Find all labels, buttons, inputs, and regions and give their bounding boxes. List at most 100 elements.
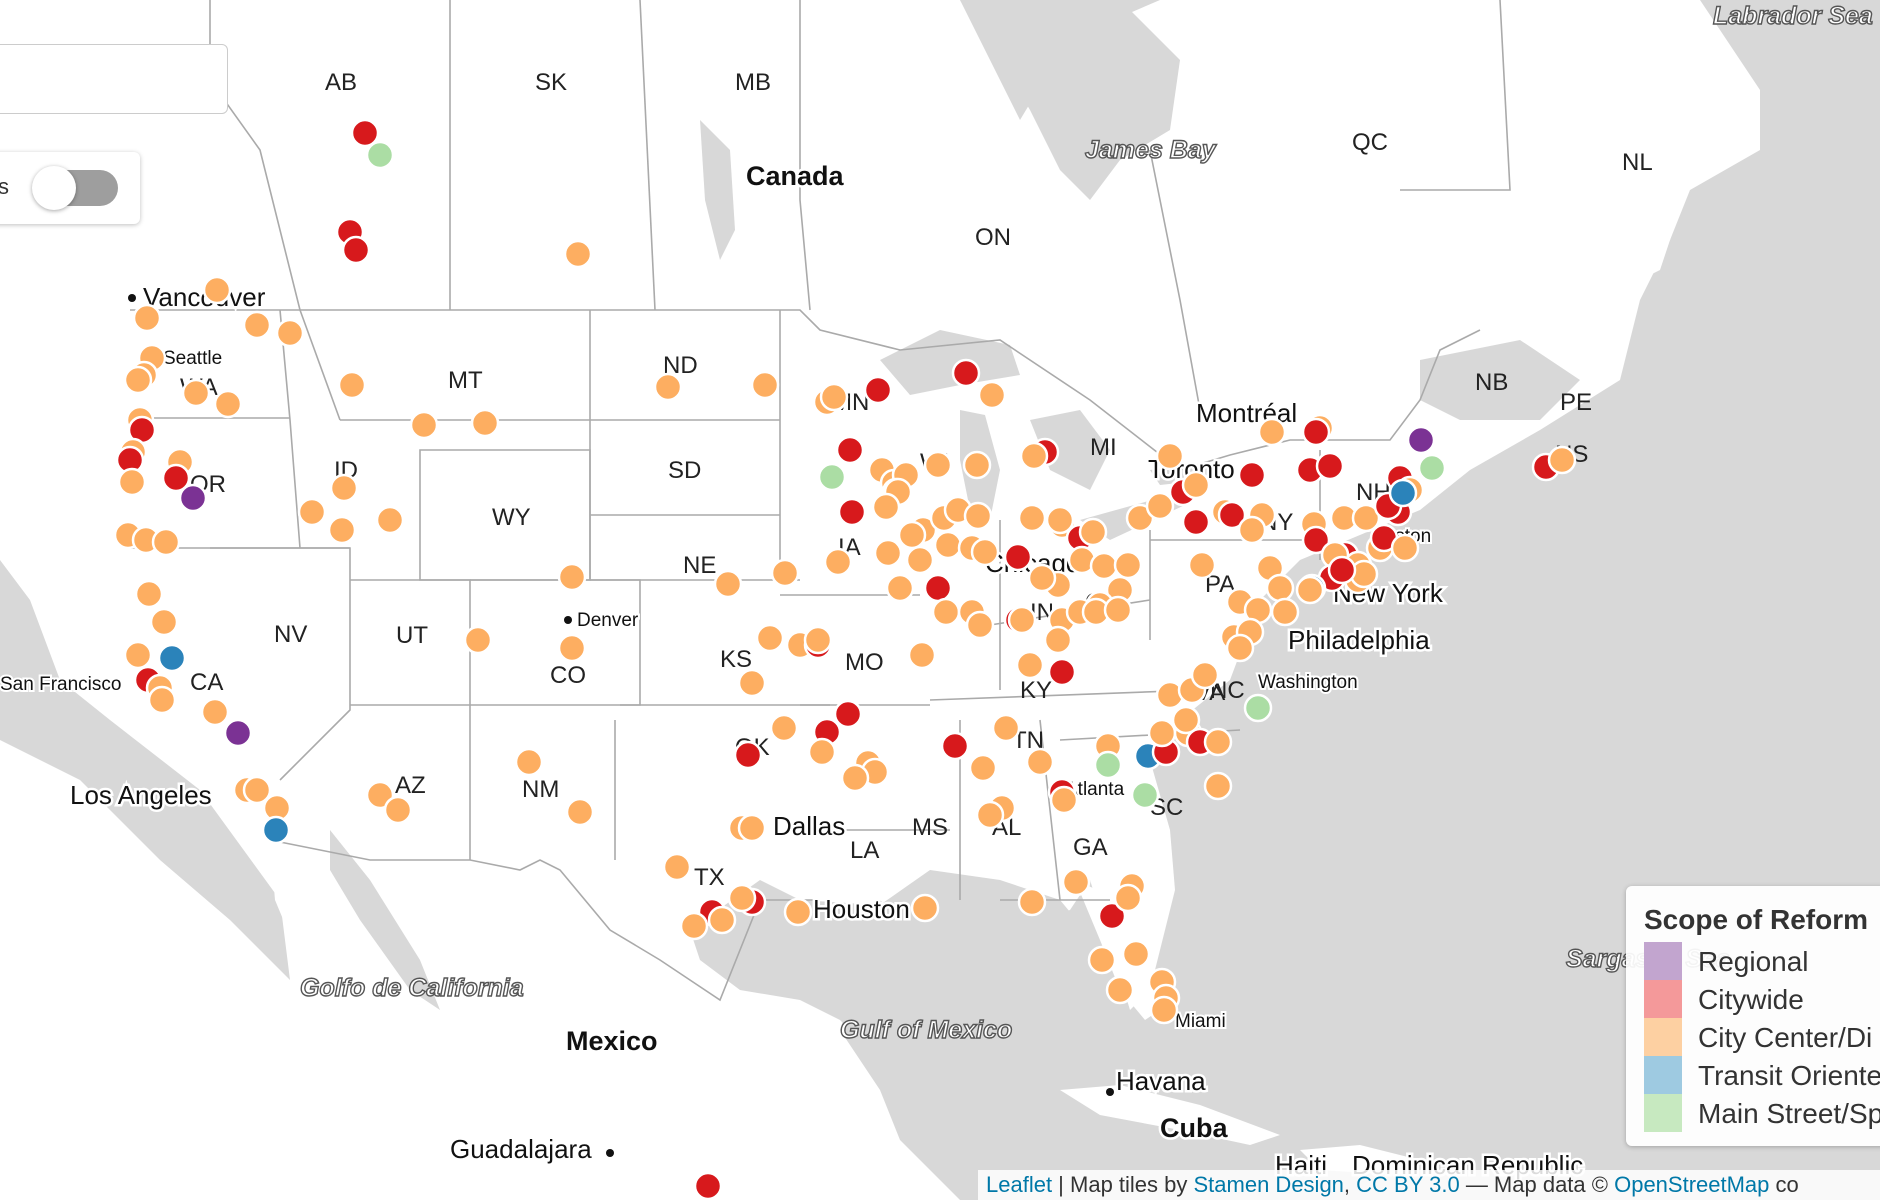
marker-city-center[interactable] bbox=[977, 380, 1007, 410]
marker-regional[interactable] bbox=[178, 483, 208, 513]
marker-citywide[interactable] bbox=[1047, 657, 1077, 687]
marker-city-center[interactable] bbox=[653, 372, 683, 402]
marker-city-center[interactable] bbox=[1019, 441, 1049, 471]
marker-city-center[interactable] bbox=[1025, 747, 1055, 777]
marker-citywide[interactable] bbox=[940, 731, 970, 761]
marker-city-center[interactable] bbox=[470, 408, 500, 438]
toggle-knob[interactable] bbox=[32, 166, 76, 210]
marker-city-center[interactable] bbox=[365, 780, 395, 810]
marker-city-center[interactable] bbox=[933, 530, 963, 560]
marker-city-center[interactable] bbox=[242, 310, 272, 340]
marker-city-center[interactable] bbox=[1017, 503, 1047, 533]
marker-city-center[interactable] bbox=[991, 713, 1021, 743]
marker-main-street[interactable] bbox=[1093, 750, 1123, 780]
marker-city-center[interactable] bbox=[1113, 550, 1143, 580]
marker-citywide[interactable] bbox=[161, 463, 191, 493]
marker-city-center[interactable] bbox=[557, 633, 587, 663]
marker-city-center[interactable] bbox=[970, 537, 1000, 567]
marker-city-center[interactable] bbox=[297, 497, 327, 527]
marker-citywide[interactable] bbox=[1315, 451, 1345, 481]
marker-city-center[interactable] bbox=[134, 579, 164, 609]
marker-citywide[interactable] bbox=[1181, 507, 1211, 537]
marker-city-center[interactable] bbox=[1181, 470, 1211, 500]
marker-citywide[interactable] bbox=[1301, 525, 1331, 555]
marker-city-center[interactable] bbox=[770, 558, 800, 588]
marker-main-street[interactable] bbox=[1130, 780, 1160, 810]
marker-city-center[interactable] bbox=[200, 697, 230, 727]
marker-city-center[interactable] bbox=[662, 852, 692, 882]
marker-city-center[interactable] bbox=[737, 813, 767, 843]
marker-citywide[interactable] bbox=[1237, 460, 1267, 490]
marker-transit[interactable] bbox=[261, 815, 291, 845]
marker-city-center[interactable] bbox=[907, 640, 937, 670]
marker-regional[interactable] bbox=[223, 718, 253, 748]
marker-city-center[interactable] bbox=[375, 505, 405, 535]
marker-citywide[interactable] bbox=[1217, 500, 1247, 530]
marker-city-center[interactable] bbox=[1237, 515, 1267, 545]
marker-citywide[interactable] bbox=[951, 358, 981, 388]
stamen-link[interactable]: Stamen Design bbox=[1193, 1172, 1344, 1197]
marker-city-center[interactable] bbox=[149, 607, 179, 637]
marker-city-center[interactable] bbox=[1007, 605, 1037, 635]
marker-citywide[interactable] bbox=[733, 740, 763, 770]
marker-city-center[interactable] bbox=[1105, 975, 1135, 1005]
cc-by-link[interactable]: CC BY 3.0 bbox=[1356, 1172, 1460, 1197]
marker-city-center[interactable] bbox=[463, 625, 493, 655]
marker-city-center[interactable] bbox=[1103, 595, 1133, 625]
marker-city-center[interactable] bbox=[1061, 867, 1091, 897]
marker-transit[interactable] bbox=[1388, 478, 1418, 508]
osm-link[interactable]: OpenStreetMap bbox=[1614, 1172, 1770, 1197]
marker-city-center[interactable] bbox=[755, 623, 785, 653]
marker-city-center[interactable] bbox=[1257, 417, 1287, 447]
marker-city-center[interactable] bbox=[123, 640, 153, 670]
marker-city-center[interactable] bbox=[563, 239, 593, 269]
marker-city-center[interactable] bbox=[905, 545, 935, 575]
marker-city-center[interactable] bbox=[1043, 625, 1073, 655]
marker-citywide[interactable] bbox=[350, 118, 380, 148]
marker-city-center[interactable] bbox=[329, 473, 359, 503]
marker-city-center[interactable] bbox=[713, 569, 743, 599]
marker-citywide[interactable] bbox=[923, 573, 953, 603]
marker-city-center[interactable] bbox=[1390, 533, 1420, 563]
marker-city-center[interactable] bbox=[1270, 597, 1300, 627]
marker-city-center[interactable] bbox=[1155, 441, 1185, 471]
marker-city-center[interactable] bbox=[737, 668, 767, 698]
marker-city-center[interactable] bbox=[1027, 563, 1057, 593]
marker-city-center[interactable] bbox=[514, 747, 544, 777]
marker-main-street[interactable] bbox=[817, 462, 847, 492]
marker-city-center[interactable] bbox=[1121, 939, 1151, 969]
marker-city-center[interactable] bbox=[1147, 718, 1177, 748]
marker-citywide[interactable] bbox=[835, 435, 865, 465]
marker-city-center[interactable] bbox=[147, 685, 177, 715]
marker-city-center[interactable] bbox=[1145, 491, 1175, 521]
marker-city-center[interactable] bbox=[383, 795, 413, 825]
marker-city-center[interactable] bbox=[885, 573, 915, 603]
marker-city-center[interactable] bbox=[1089, 551, 1119, 581]
marker-city-center[interactable] bbox=[1171, 705, 1201, 735]
marker-city-center[interactable] bbox=[819, 382, 849, 412]
marker-city-center[interactable] bbox=[242, 775, 272, 805]
marker-city-center[interactable] bbox=[923, 450, 953, 480]
marker-city-center[interactable] bbox=[707, 905, 737, 935]
marker-city-center[interactable] bbox=[1203, 771, 1233, 801]
marker-city-center[interactable] bbox=[975, 800, 1005, 830]
marker-city-center[interactable] bbox=[1265, 573, 1295, 603]
marker-city-center[interactable] bbox=[151, 527, 181, 557]
marker-city-center[interactable] bbox=[1017, 887, 1047, 917]
marker-citywide[interactable] bbox=[863, 375, 893, 405]
marker-city-center[interactable] bbox=[968, 753, 998, 783]
marker-city-center[interactable] bbox=[727, 883, 757, 913]
marker-city-center[interactable] bbox=[1351, 503, 1381, 533]
marker-citywide[interactable] bbox=[693, 1171, 723, 1200]
marker-city-center[interactable] bbox=[117, 467, 147, 497]
marker-citywide[interactable] bbox=[1327, 555, 1357, 585]
marker-city-center[interactable] bbox=[910, 893, 940, 923]
marker-city-center[interactable] bbox=[1187, 550, 1217, 580]
layer-toggle-switch[interactable] bbox=[32, 166, 118, 210]
marker-citywide[interactable] bbox=[1097, 901, 1127, 931]
marker-city-center[interactable] bbox=[840, 763, 870, 793]
marker-city-center[interactable] bbox=[1045, 505, 1075, 535]
marker-city-center[interactable] bbox=[962, 450, 992, 480]
marker-city-center[interactable] bbox=[1149, 995, 1179, 1025]
